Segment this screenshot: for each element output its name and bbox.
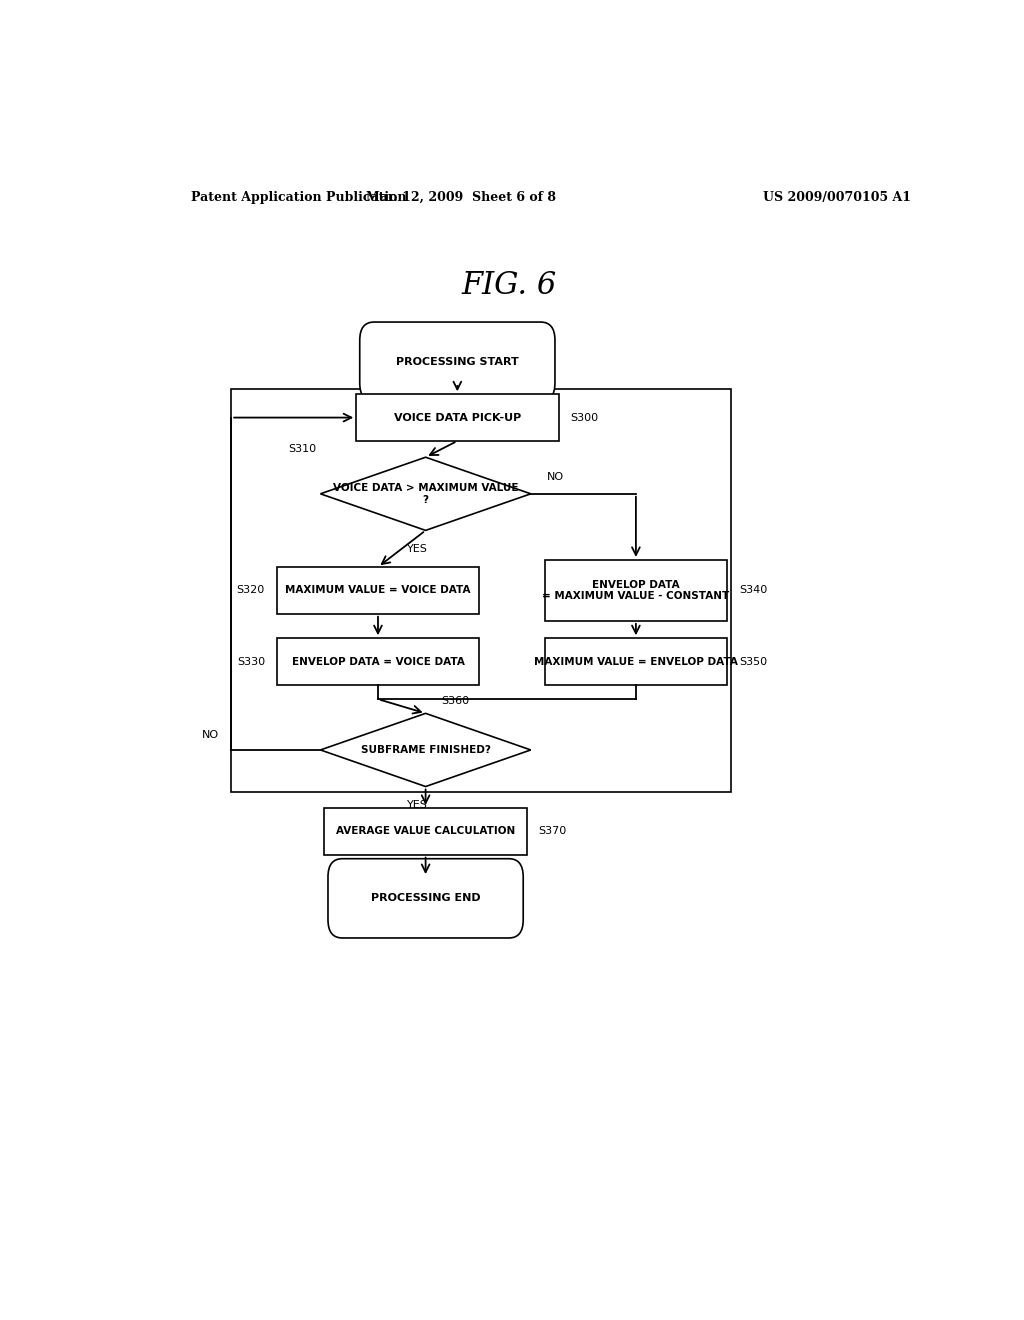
Text: PROCESSING START: PROCESSING START [396,356,519,367]
Text: NO: NO [202,730,219,739]
Polygon shape [321,713,530,787]
Text: S330: S330 [237,656,265,667]
Text: S320: S320 [237,585,265,595]
FancyBboxPatch shape [325,808,526,854]
Text: MAXIMUM VALUE = ENVELOP DATA: MAXIMUM VALUE = ENVELOP DATA [534,656,738,667]
FancyBboxPatch shape [276,568,479,614]
Text: S350: S350 [739,656,767,667]
Text: ENVELOP DATA = VOICE DATA: ENVELOP DATA = VOICE DATA [292,656,465,667]
Text: VOICE DATA PICK-UP: VOICE DATA PICK-UP [393,413,521,422]
Text: Patent Application Publication: Patent Application Publication [191,190,407,203]
FancyBboxPatch shape [356,395,558,441]
Text: S340: S340 [739,585,767,595]
Text: FIG. 6: FIG. 6 [461,271,557,301]
Text: MAXIMUM VALUE = VOICE DATA: MAXIMUM VALUE = VOICE DATA [286,585,471,595]
Text: S300: S300 [570,413,599,422]
FancyBboxPatch shape [545,638,727,685]
Text: YES: YES [408,800,428,809]
Text: US 2009/0070105 A1: US 2009/0070105 A1 [763,190,911,203]
Text: YES: YES [408,544,428,553]
Text: SUBFRAME FINISHED?: SUBFRAME FINISHED? [360,744,490,755]
FancyBboxPatch shape [545,560,727,620]
Text: S310: S310 [289,444,316,454]
Text: VOICE DATA > MAXIMUM VALUE
?: VOICE DATA > MAXIMUM VALUE ? [333,483,518,504]
Text: S370: S370 [539,826,567,837]
FancyBboxPatch shape [359,322,555,401]
FancyBboxPatch shape [328,859,523,939]
Text: NO: NO [547,471,564,482]
Text: S360: S360 [441,696,470,706]
Text: ENVELOP DATA
= MAXIMUM VALUE - CONSTANT: ENVELOP DATA = MAXIMUM VALUE - CONSTANT [543,579,729,601]
FancyBboxPatch shape [276,638,479,685]
Polygon shape [321,457,530,531]
Text: Mar. 12, 2009  Sheet 6 of 8: Mar. 12, 2009 Sheet 6 of 8 [367,190,556,203]
Text: PROCESSING END: PROCESSING END [371,894,480,903]
Text: AVERAGE VALUE CALCULATION: AVERAGE VALUE CALCULATION [336,826,515,837]
